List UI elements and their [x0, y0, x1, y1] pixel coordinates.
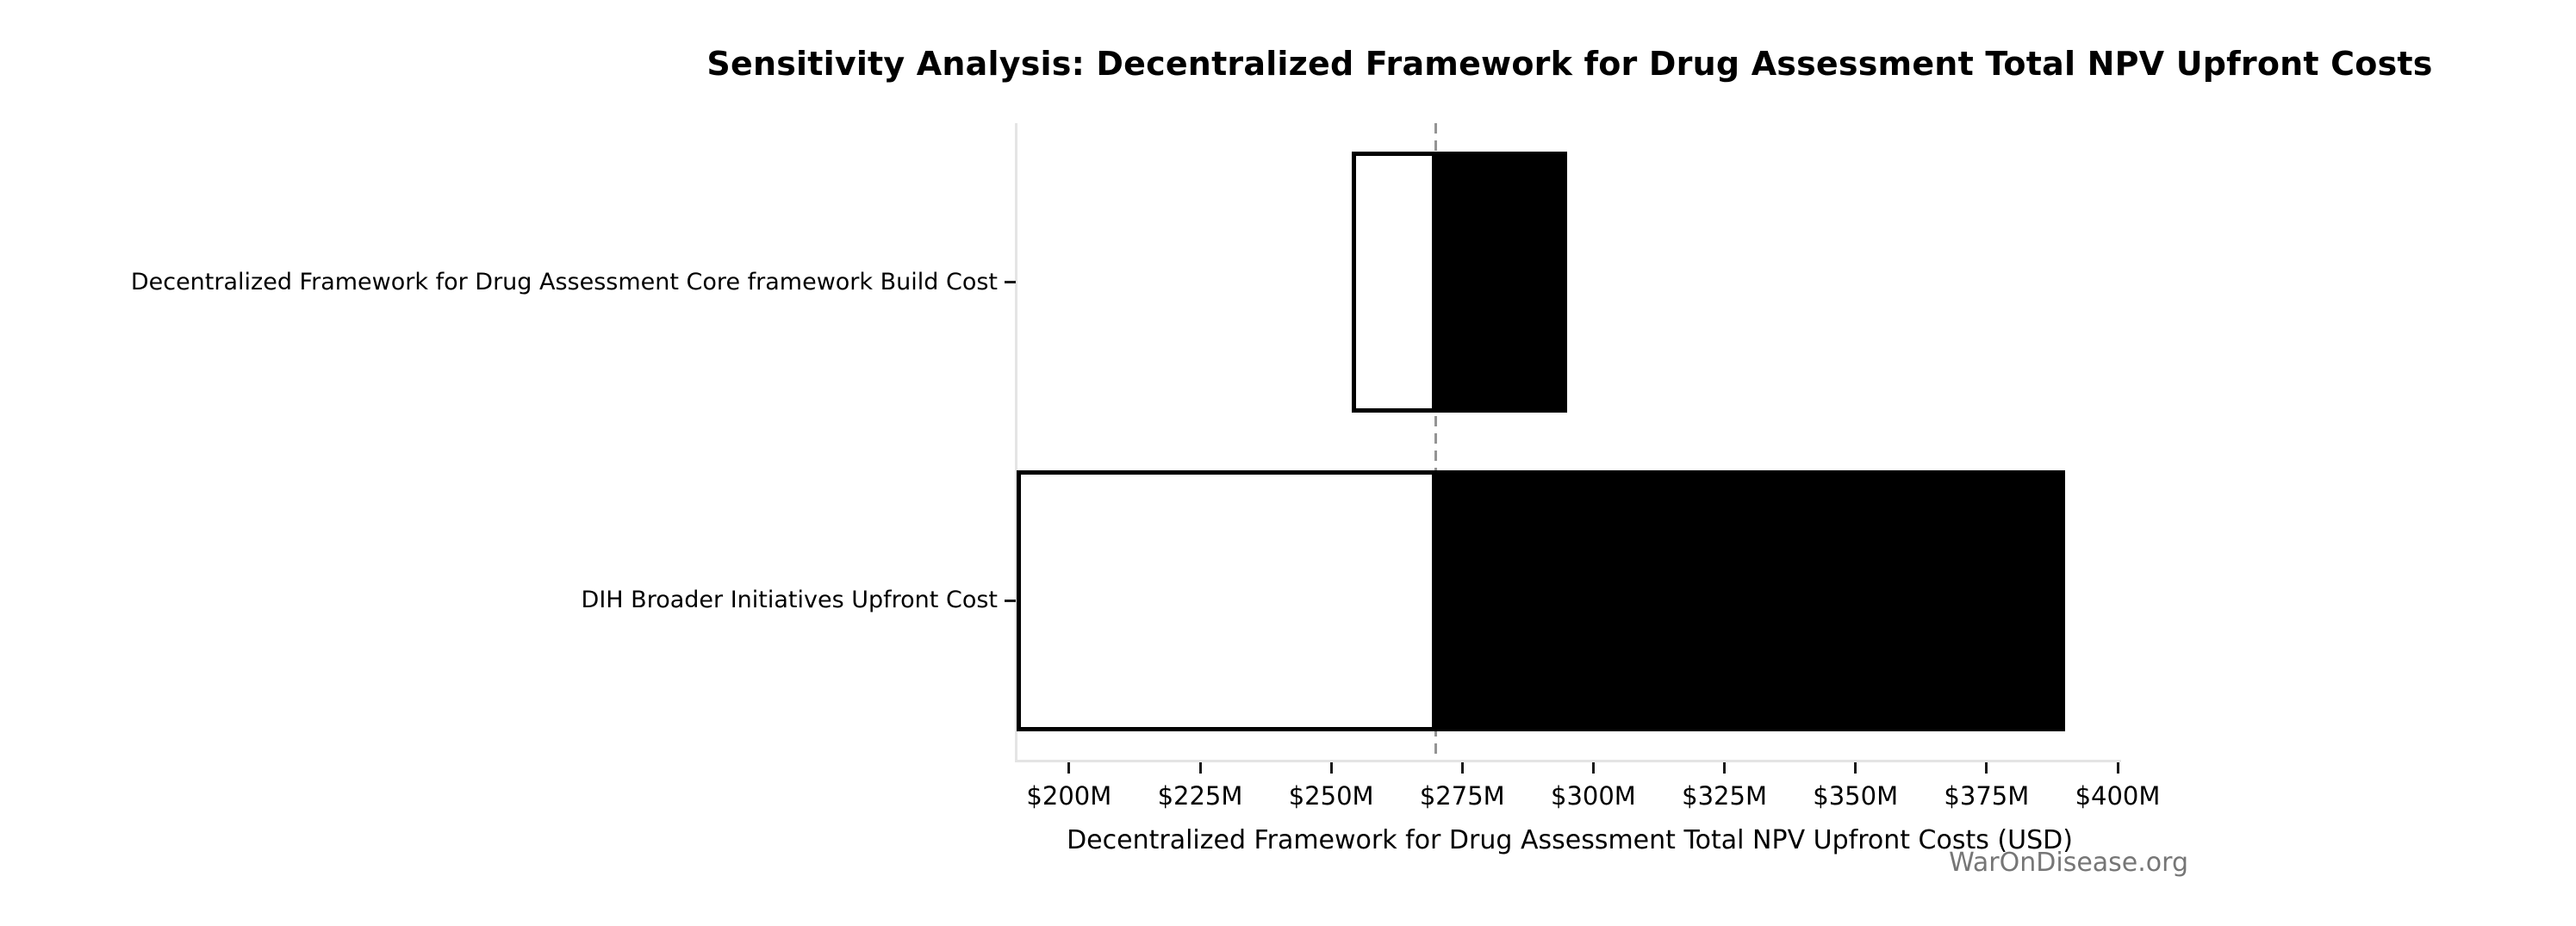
x-axis-spine: [1015, 760, 2121, 762]
x-tick-label: $375M: [1944, 781, 2030, 811]
tornado-bar: [1017, 469, 2066, 731]
x-tick-label: $250M: [1288, 781, 1374, 811]
x-tick: [1329, 762, 1333, 774]
y-tick-label: Decentralized Framework for Drug Assessm…: [130, 268, 998, 295]
x-axis-label: Decentralized Framework for Drug Assessm…: [1067, 825, 2073, 855]
x-tick-label: $300M: [1551, 781, 1636, 811]
y-tick: [1005, 281, 1016, 284]
x-tick: [1198, 762, 1202, 774]
chart-title: Sensitivity Analysis: Decentralized Fram…: [706, 45, 2433, 83]
x-tick: [1067, 762, 1071, 774]
x-tick: [1460, 762, 1464, 774]
x-tick: [1591, 762, 1595, 774]
x-tick: [2116, 762, 2119, 774]
x-tick: [1854, 762, 1857, 774]
y-tick: [1005, 599, 1016, 602]
baseline-dashed-line: [1434, 123, 1438, 760]
tornado-bar-high-segment: [1431, 469, 2066, 731]
plot-area: [1017, 123, 2118, 760]
x-tick: [1723, 762, 1727, 774]
y-axis-spine: [1015, 123, 1017, 762]
x-tick-label: $200M: [1026, 781, 1112, 811]
x-tick-label: $400M: [2075, 781, 2161, 811]
tornado-bar-high-segment: [1431, 152, 1567, 413]
watermark: WarOnDisease.org: [1949, 848, 2188, 878]
x-tick-label: $325M: [1682, 781, 1767, 811]
y-tick-label: DIH Broader Initiatives Upfront Cost: [581, 587, 998, 614]
x-tick-label: $350M: [1813, 781, 1899, 811]
x-tick: [1985, 762, 1988, 774]
x-tick-label: $225M: [1157, 781, 1243, 811]
x-tick-label: $275M: [1419, 781, 1505, 811]
tornado-bar: [1352, 152, 1567, 413]
